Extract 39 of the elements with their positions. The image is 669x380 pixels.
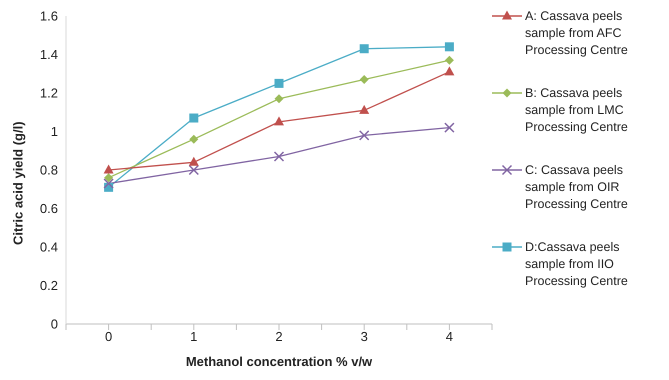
y-tick-label: 0.4 (40, 240, 58, 255)
point (358, 130, 370, 141)
point (444, 66, 454, 76)
x-tick-label: 3 (360, 329, 368, 344)
point (444, 122, 455, 133)
y-tick-label: 0 (50, 316, 58, 332)
y-tick-label: 1.4 (40, 47, 58, 62)
point (189, 114, 198, 123)
point (359, 104, 370, 114)
point (274, 116, 284, 126)
point (188, 156, 199, 166)
point (444, 42, 454, 52)
y-tick-label: 1.6 (40, 8, 58, 24)
y-tick-label: 0.6 (40, 201, 58, 216)
point (104, 164, 114, 174)
point (189, 134, 198, 144)
point (360, 44, 369, 54)
legend-label: A: Cassava peels sample from AFC Processing Centre (525, 8, 629, 59)
legend-label: C: Cassava peels sample from OIR Processing Centre (525, 162, 629, 213)
legend-label: B: Cassava peels sample from LMC Processing Centre (525, 85, 629, 136)
y-axis-title: Citric acid yield (g/l) (10, 121, 26, 245)
y-tick-label: 0.2 (40, 278, 58, 294)
x-axis-title: Methanol concentration % v/w (186, 354, 374, 369)
y-tick-label: 1.2 (40, 86, 58, 101)
point (274, 151, 284, 162)
point (444, 56, 454, 65)
x-tick-label: 4 (446, 329, 454, 344)
point (188, 164, 200, 176)
y-tick-label: 0.8 (40, 162, 58, 178)
legend-label: D:Cassava peels sample from IIO Processing Centre (525, 239, 629, 290)
point (103, 178, 114, 189)
point (360, 75, 369, 84)
x-tick-label: 2 (275, 329, 283, 344)
point (104, 173, 114, 182)
point (274, 78, 284, 88)
y-tick-label: 1 (50, 124, 58, 140)
point (274, 94, 284, 104)
x-tick-label: 1 (190, 329, 198, 344)
x-tick-label: 0 (104, 329, 112, 344)
